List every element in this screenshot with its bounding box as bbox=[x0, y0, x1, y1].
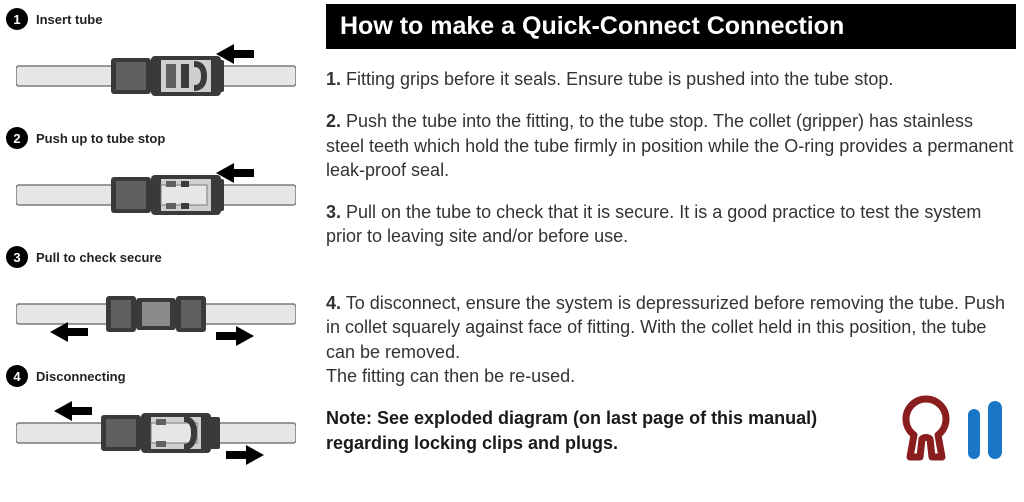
step-1: 1 Insert tube bbox=[6, 8, 314, 113]
step-label: Disconnecting bbox=[36, 369, 126, 384]
step-header: 1 Insert tube bbox=[6, 8, 314, 30]
diagram-push-tube-stop bbox=[16, 155, 296, 227]
instruction-number: 1. bbox=[326, 69, 341, 89]
step-label: Push up to tube stop bbox=[36, 131, 165, 146]
instruction-number: 2. bbox=[326, 111, 341, 131]
note-text: Note: See exploded diagram (on last page… bbox=[326, 406, 1016, 455]
instruction-2: 2. Push the tube into the fitting, to th… bbox=[326, 109, 1016, 182]
instructions-column: How to make a Quick-Connect Connection 1… bbox=[320, 0, 1024, 502]
instruction-number: 3. bbox=[326, 202, 341, 222]
instruction-3: 3. Pull on the tube to check that it is … bbox=[326, 200, 1016, 249]
instruction-text: Fitting grips before it seals. Ensure tu… bbox=[341, 69, 893, 89]
instruction-number: 4. bbox=[326, 293, 341, 313]
step-2: 2 Push up to tube stop bbox=[6, 127, 314, 232]
step-header: 2 Push up to tube stop bbox=[6, 127, 314, 149]
note-content: Note: See exploded diagram (on last page… bbox=[326, 408, 817, 452]
steps-column: 1 Insert tube 2 Push up to tube stop bbox=[0, 0, 320, 502]
diagram-pull-check bbox=[16, 274, 296, 346]
instruction-text: Pull on the tube to check that it is sec… bbox=[326, 202, 981, 246]
diagram-disconnecting bbox=[16, 393, 296, 465]
step-header: 3 Pull to check secure bbox=[6, 246, 314, 268]
step-label: Insert tube bbox=[36, 12, 102, 27]
instruction-text: Push the tube into the fitting, to the t… bbox=[326, 111, 1013, 180]
step-number-badge: 3 bbox=[6, 246, 28, 268]
step-label: Pull to check secure bbox=[36, 250, 162, 265]
instruction-text: To disconnect, ensure the system is depr… bbox=[326, 293, 1005, 386]
step-number-badge: 4 bbox=[6, 365, 28, 387]
diagram-insert-tube bbox=[16, 36, 296, 108]
step-3: 3 Pull to check secure bbox=[6, 246, 314, 351]
page-title: How to make a Quick-Connect Connection bbox=[326, 4, 1016, 49]
step-number-badge: 1 bbox=[6, 8, 28, 30]
step-header: 4 Disconnecting bbox=[6, 365, 314, 387]
step-4: 4 Disconnecting bbox=[6, 365, 314, 470]
step-number-badge: 2 bbox=[6, 127, 28, 149]
instruction-1: 1. Fitting grips before it seals. Ensure… bbox=[326, 67, 1016, 91]
instruction-4: 4. To disconnect, ensure the system is d… bbox=[326, 267, 1016, 388]
clip-plug-icon bbox=[896, 391, 1006, 461]
